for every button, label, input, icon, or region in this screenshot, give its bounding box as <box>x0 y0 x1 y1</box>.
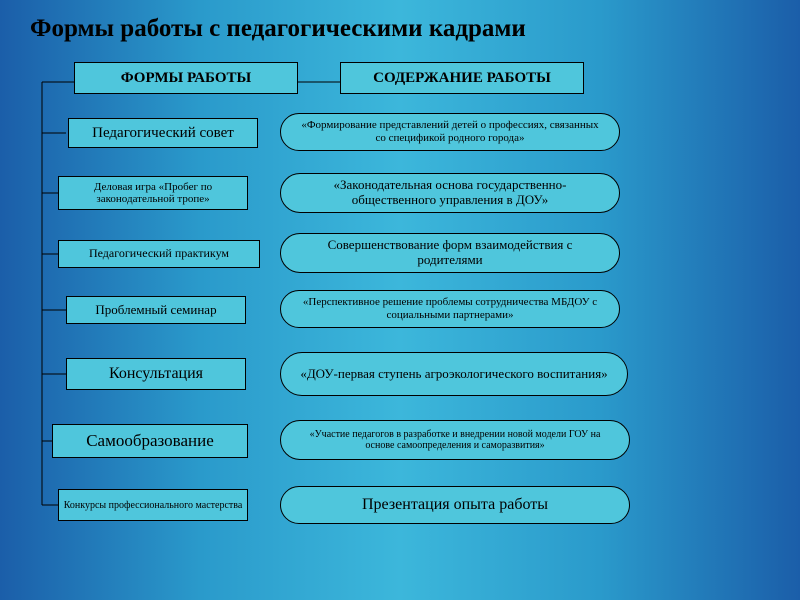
content-oval-3: «Перспективное решение проблемы сотрудни… <box>280 290 620 328</box>
content-oval-4: «ДОУ-первая ступень агроэкологического в… <box>280 352 628 396</box>
form-box-4: Консультация <box>66 358 246 390</box>
diagram-content: Формы работы с педагогическими кадрами Ф… <box>0 0 800 600</box>
content-oval-5: «Участие педагогов в разработке и внедре… <box>280 420 630 460</box>
content-oval-6: Презентация опыта работы <box>280 486 630 524</box>
form-box-2: Педагогический практикум <box>58 240 260 268</box>
header-forms: ФОРМЫ РАБОТЫ <box>74 62 298 94</box>
content-oval-1: «Законодательная основа государственно-о… <box>280 173 620 213</box>
header-content: СОДЕРЖАНИЕ РАБОТЫ <box>340 62 584 94</box>
form-box-3: Проблемный семинар <box>66 296 246 324</box>
page-title: Формы работы с педагогическими кадрами <box>30 15 526 43</box>
form-box-5: Самообразование <box>52 424 248 458</box>
form-box-6: Конкурсы профессионального мастерства <box>58 489 248 521</box>
content-oval-0: «Формирование представлений детей о проф… <box>280 113 620 151</box>
form-box-0: Педагогический совет <box>68 118 258 148</box>
form-box-1: Деловая игра «Пробег по законодательной … <box>58 176 248 210</box>
content-oval-2: Совершенствование форм взаимодействия с … <box>280 233 620 273</box>
